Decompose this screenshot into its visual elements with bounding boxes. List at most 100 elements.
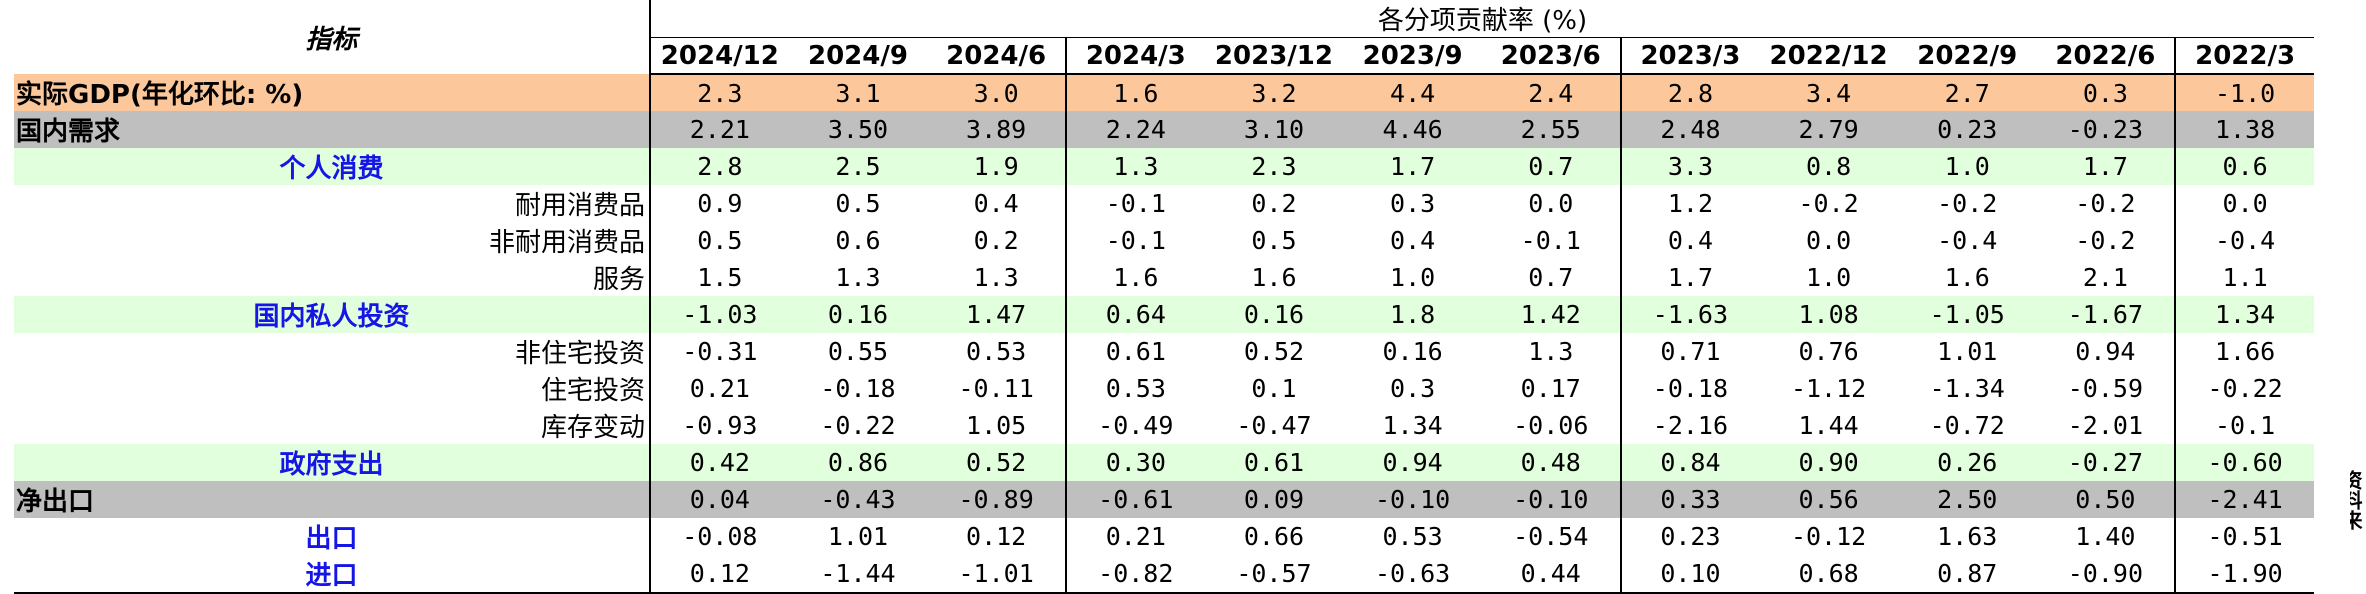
table-cell: -0.43	[788, 481, 928, 518]
table-cell: 1.6	[1064, 74, 1205, 111]
date-header: 2023/6	[1481, 37, 1621, 75]
table-cell: 1.3	[835, 263, 881, 292]
table-cell: 1.38	[2174, 111, 2314, 148]
table-cell: -0.60	[2174, 444, 2314, 481]
table-row: 耐用消费品 0.9 0.5 0.4 -0.1 0.2 0.3 0.0 1.2 -0.2 -0.2 -0…	[14, 185, 2314, 222]
date-header-row: 2024/12 2024/9 2024/6 2024/3 2023/12 2023/9 20…	[14, 37, 2314, 75]
table-cell: 0.3	[1390, 189, 1436, 218]
table-cell: 0.53	[1064, 370, 1205, 407]
table-cell: -0.31	[682, 337, 758, 366]
table-cell: -0.1	[2174, 407, 2314, 444]
row-label: 政府支出	[14, 444, 651, 481]
table-cell: 0.10	[1619, 555, 1760, 594]
table-cell: 0.16	[1204, 296, 1344, 333]
source-note: 资料来	[2350, 470, 2363, 530]
table-cell: 1.2	[1619, 185, 1760, 222]
table-row: 个人消费 2.8 2.5 1.9 1.3 2.3 1.7 0.7 3.3 0.8 1.0 1.7 0.6	[14, 148, 2314, 185]
table-cell: 1.5	[697, 263, 743, 292]
table-row: 国内私人投资 -1.03 0.16 1.47 0.64 0.16 1.8 1.42 -1.63 1…	[14, 296, 2314, 333]
indicator-header: 指标	[14, 0, 651, 74]
row-label: 国内需求	[14, 111, 651, 148]
table-cell: -2.16	[1619, 407, 1760, 444]
date-header: 2023/9	[1343, 37, 1482, 75]
table-cell: 0.94	[1343, 444, 1482, 481]
table-cell: 0.94	[2075, 337, 2136, 366]
row-label: 非耐用消费品	[14, 222, 651, 259]
row-label: 库存变动	[14, 407, 651, 444]
table-cell: 2.8	[650, 148, 789, 185]
table-cell: 2.79	[1759, 111, 1898, 148]
table-cell: 0.48	[1481, 444, 1621, 481]
table-cell: -0.89	[927, 481, 1066, 518]
table-cell: 0.12	[650, 555, 789, 594]
table-cell: 0.87	[1897, 555, 2037, 594]
table-cell: 0.53	[966, 337, 1027, 366]
row-label: 服务	[14, 259, 651, 296]
table-cell: -0.72	[1929, 411, 2005, 440]
table-row: 进口 0.12 -1.44 -1.01 -0.82 -0.57 -0.63 0.44 0.10 0…	[14, 555, 2314, 594]
table-cell: 1.7	[2036, 148, 2176, 185]
table-cell: 0.86	[788, 444, 928, 481]
table-cell: 0.12	[966, 522, 1027, 551]
table-cell: 0.50	[2036, 481, 2176, 518]
table-cell: 1.42	[1481, 296, 1621, 333]
table-cell: 0.1	[1251, 374, 1297, 403]
table-cell: 2.4	[1481, 74, 1621, 111]
table-cell: 0.6	[2174, 148, 2314, 185]
table-cell: 1.0	[1806, 263, 1852, 292]
date-header: 2024/6	[927, 37, 1066, 75]
table-cell: 2.48	[1619, 111, 1760, 148]
table-cell: 0.23	[1897, 111, 2037, 148]
table-cell: 0.4	[1619, 222, 1760, 259]
table-cell: 0.52	[927, 444, 1066, 481]
table-cell: 1.3	[973, 263, 1019, 292]
table-cell: -1.03	[650, 296, 789, 333]
table-cell: 3.50	[788, 111, 928, 148]
table-cell: 3.0	[927, 74, 1066, 111]
table-cell: 0.64	[1064, 296, 1205, 333]
table-cell: 0.4	[973, 189, 1019, 218]
table-row: 政府支出 0.42 0.86 0.52 0.30 0.61 0.94 0.48 0.84 0.90…	[14, 444, 2314, 481]
table-cell: -2.01	[2067, 411, 2144, 440]
row-label: 非住宅投资	[14, 333, 651, 370]
contribution-rate-header: 各分项贡献率 (%)	[650, 0, 2314, 38]
table-cell: 0.61	[1204, 444, 1344, 481]
table-cell: 1.8	[1343, 296, 1482, 333]
table-cell: 2.24	[1064, 111, 1205, 148]
date-header: 2022/9	[1897, 37, 2037, 75]
table-cell: 0.04	[650, 481, 789, 518]
table-cell: 3.89	[927, 111, 1066, 148]
table-cell: -0.1	[1520, 226, 1581, 255]
table-cell: 0.55	[827, 337, 889, 366]
table-cell: -0.06	[1513, 411, 1589, 440]
table-cell: 0.3	[1390, 374, 1436, 403]
table-cell: -1.05	[1897, 296, 2037, 333]
table-row: 非耐用消费品 0.5 0.6 0.2 -0.1 0.5 0.4 -0.1 0.4 0.0 -0.4 -…	[14, 222, 2314, 259]
table-row: 住宅投资 0.21 -0.18 -0.11 0.53 0.1 0.3 0.17 -0.18 -1.…	[14, 370, 2314, 407]
table-cell: -1.0	[2174, 74, 2314, 111]
table-cell: 3.1	[788, 74, 928, 111]
table-cell: 1.6	[1944, 263, 1990, 292]
table-cell: 1.6	[1064, 259, 1205, 296]
table-cell: -0.2	[1798, 189, 1859, 218]
table-cell: -0.54	[1513, 522, 1589, 551]
table-cell: 0.16	[1382, 337, 1443, 366]
table-cell: 1.44	[1798, 411, 1859, 440]
table-cell: 0.9	[697, 189, 743, 218]
table-cell: 1.01	[827, 522, 889, 551]
date-header: 2022/12	[1759, 37, 1898, 75]
table-cell: 1.63	[1937, 522, 1998, 551]
table-cell: -0.08	[682, 522, 758, 551]
table-cell: 1.05	[966, 411, 1027, 440]
table-cell: 0.7	[1528, 263, 1574, 292]
table-cell: 0.52	[1243, 337, 1305, 366]
table-cell: 2.7	[1897, 74, 2037, 111]
date-header: 2022/3	[2174, 37, 2314, 75]
table-cell: -0.63	[1343, 555, 1482, 594]
table-cell: -0.12	[1790, 522, 1867, 551]
row-label: 国内私人投资	[14, 296, 651, 333]
table-cell: -0.10	[1481, 481, 1621, 518]
table-cell: 0.09	[1204, 481, 1344, 518]
table-cell: 0.0	[2174, 185, 2314, 222]
table-cell: 0.90	[1759, 444, 1898, 481]
